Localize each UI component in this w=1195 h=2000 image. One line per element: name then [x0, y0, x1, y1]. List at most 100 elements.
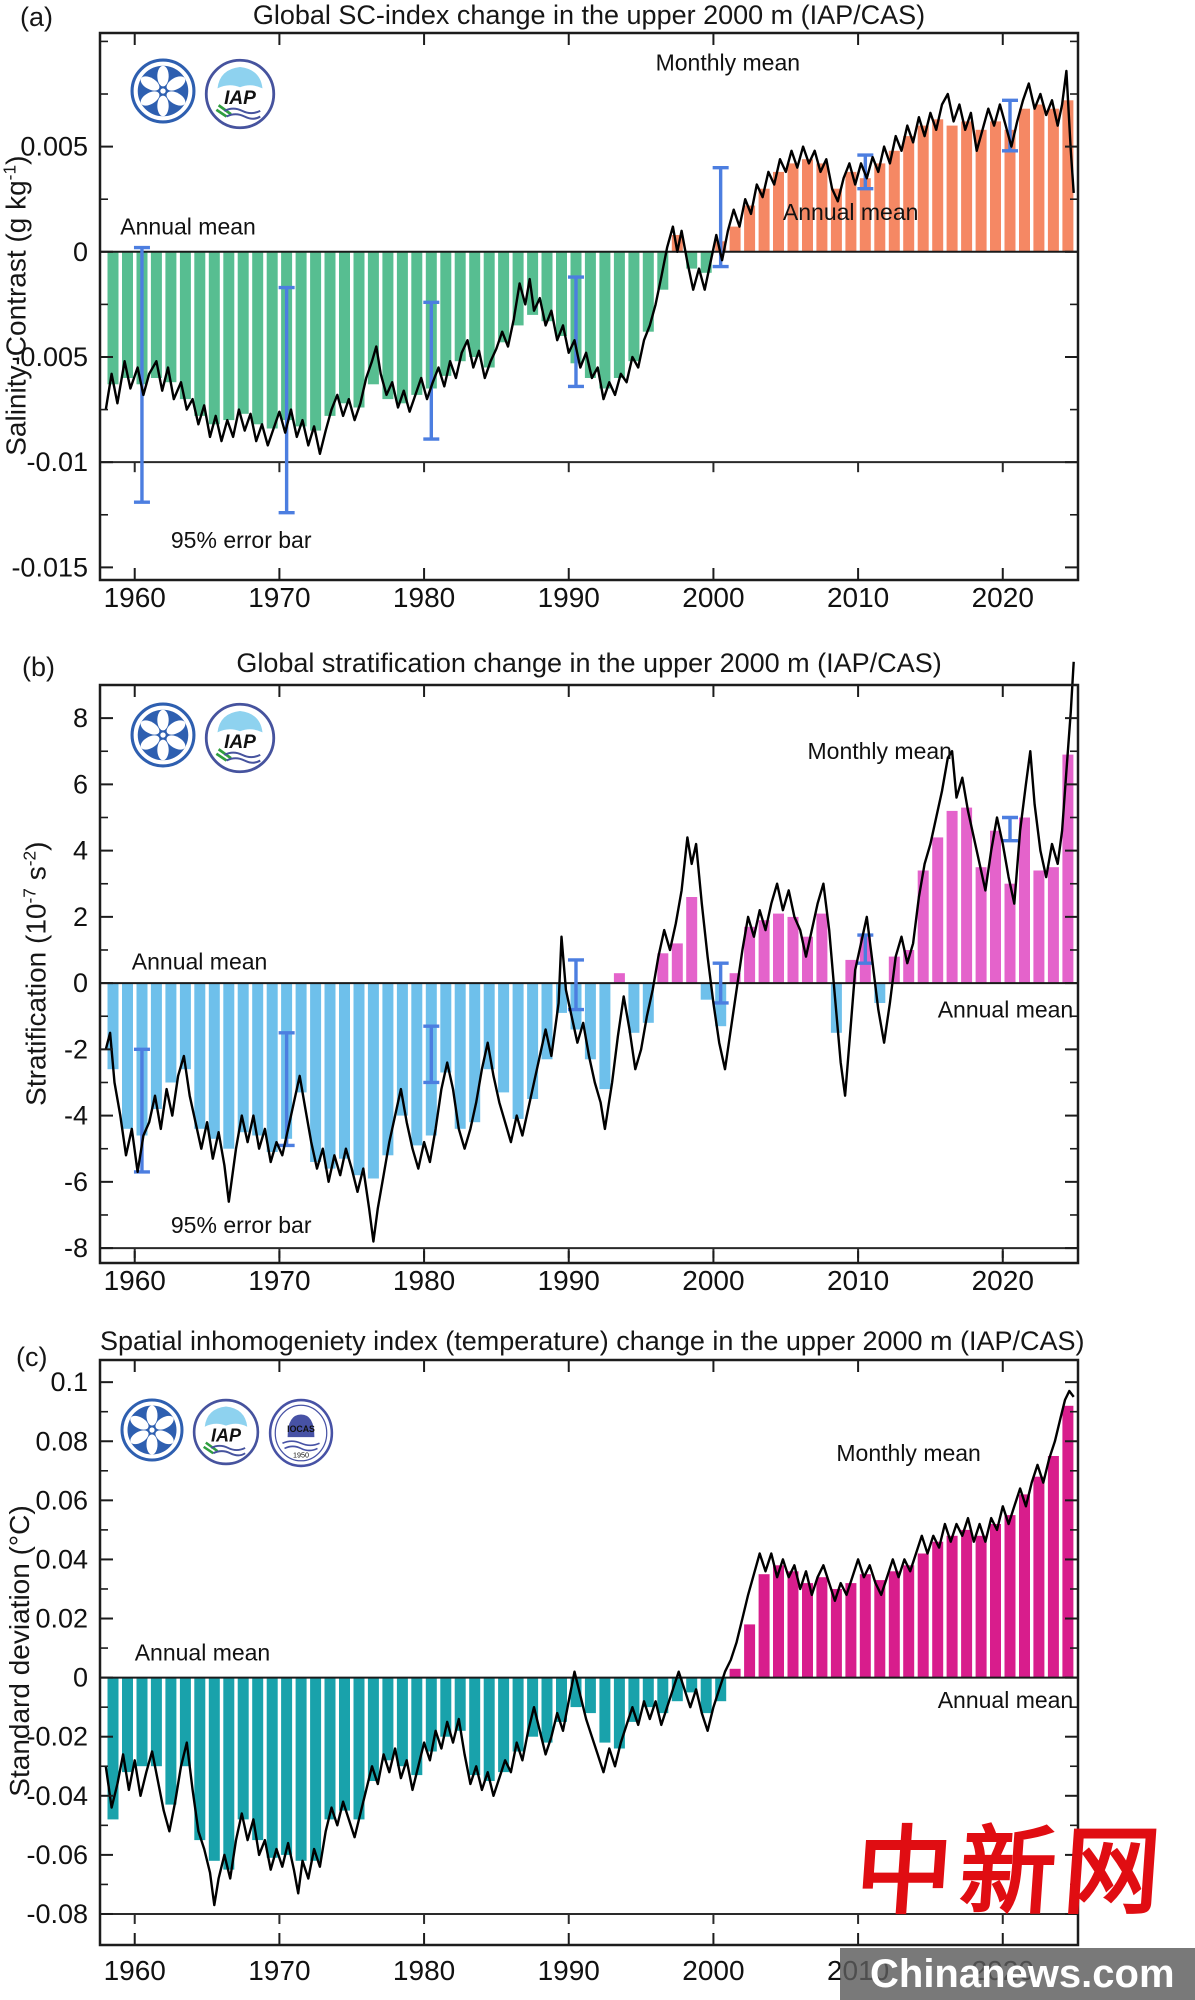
annual-bar	[874, 1580, 886, 1678]
annual-bar	[107, 1677, 119, 1820]
annual-bar	[512, 1677, 524, 1752]
annual-bar	[671, 1677, 683, 1702]
annual-bar	[888, 1571, 900, 1678]
annual-bar	[295, 1677, 307, 1861]
annual-bar	[903, 136, 915, 252]
x-tick-label: 2020	[972, 582, 1034, 613]
annual-bar	[165, 983, 177, 1083]
x-tick-label: 1970	[248, 1265, 310, 1296]
annual-bar	[541, 1677, 553, 1743]
annual-bar	[527, 251, 539, 315]
x-tick-label: 2000	[682, 1955, 744, 1986]
annual-bar	[454, 251, 466, 362]
annual-bar	[165, 251, 177, 383]
annual-bar	[237, 983, 249, 1133]
annual-bar	[1004, 1515, 1016, 1678]
annual-bar	[1047, 108, 1059, 252]
svg-text:IAP: IAP	[211, 1426, 242, 1446]
y-tick-label: 0	[73, 1663, 88, 1693]
annual-bar	[367, 251, 379, 385]
annual-bar	[802, 936, 813, 984]
annual-bar	[642, 251, 654, 332]
iap-emblem-icon: IAP	[204, 702, 276, 774]
annual-bar	[382, 1677, 394, 1761]
annual-bar	[744, 205, 756, 252]
annual-bar	[150, 1677, 162, 1767]
annual-bar	[454, 983, 466, 1129]
annual-bar	[150, 251, 162, 378]
annual-bar	[816, 163, 828, 252]
annual-bar	[802, 159, 813, 252]
y-tick-label: -0.06	[26, 1840, 88, 1870]
annual-bar	[773, 171, 784, 252]
annual-bar	[556, 251, 567, 336]
chart-a: 1960 1970 1980 1990 2000 2010 2020 0.005 0 -0.005…	[11, 31, 1080, 613]
monthly-mean-line	[104, 661, 1075, 1243]
annual-bar	[700, 983, 712, 1000]
chart-a-title: Global SC-index change in the upper 2000…	[252, 0, 926, 30]
annual-bar	[498, 1677, 510, 1773]
annual-bar	[729, 973, 741, 984]
annual-bar	[483, 983, 495, 1070]
annual-bar	[903, 1565, 915, 1678]
annual-bar	[223, 251, 235, 421]
annotation-annual-mean: Annual mean	[938, 997, 1074, 1023]
annual-bar	[599, 251, 611, 389]
y-tick-label: 0	[73, 237, 88, 267]
logo-row-c: IAP IOCAS 1950	[120, 1398, 334, 1468]
annual-bar	[556, 1677, 567, 1722]
annual-bar	[758, 188, 770, 252]
annual-bar	[845, 171, 857, 252]
annual-bar	[339, 983, 350, 1159]
annual-bar	[324, 983, 336, 1169]
annual-bar	[1004, 883, 1016, 984]
annual-bar	[353, 1677, 365, 1820]
annual-bar	[613, 1677, 625, 1749]
annual-bar	[816, 913, 828, 984]
annual-bar	[165, 1677, 177, 1805]
annual-bar	[498, 251, 510, 343]
annotation-95-error-bar: 95% error bar	[171, 527, 312, 553]
annual-bar	[266, 983, 278, 1152]
annual-bar	[541, 983, 553, 1060]
y-tick-label: -0.005	[11, 342, 88, 372]
annual-bar	[845, 1583, 857, 1678]
panel-letter-b: (b)	[22, 652, 55, 682]
annual-bar	[194, 251, 206, 416]
x-tick-label: 2000	[682, 1265, 744, 1296]
cas-emblem-icon	[130, 58, 196, 124]
annual-bar	[295, 251, 307, 427]
annual-bar	[715, 1677, 727, 1702]
x-tick-label: 1990	[538, 1955, 600, 1986]
y-tick-label: -0.015	[11, 552, 88, 582]
annual-bar	[599, 983, 611, 1090]
annual-bar	[961, 1529, 973, 1678]
error-bars	[133, 98, 1019, 515]
monthly-mean-line	[104, 69, 1075, 455]
annual-bar	[556, 983, 567, 1013]
annual-bar	[628, 983, 640, 1033]
x-tick-label: 2000	[682, 582, 744, 613]
annual-bar	[744, 1624, 756, 1678]
svg-text:IAP: IAP	[224, 88, 256, 109]
iocas-emblem-icon: IOCAS 1950	[268, 1398, 334, 1468]
annual-bar	[787, 916, 799, 984]
annual-bar	[990, 830, 1001, 984]
annual-bar	[396, 1677, 408, 1767]
annual-bar	[657, 1677, 669, 1714]
annual-bar	[932, 119, 944, 252]
annual-bar	[107, 251, 119, 385]
annual-bar	[339, 251, 350, 404]
annual-bar	[729, 226, 741, 252]
annual-bar	[411, 983, 423, 1146]
annual-bar	[1033, 870, 1045, 984]
chart-c: 19601970198019902000201020200.10.080.060…	[26, 1358, 1080, 1986]
annual-mean-bars	[107, 100, 1074, 431]
annual-bar	[1047, 1456, 1059, 1678]
annual-bar	[642, 983, 654, 1023]
annual-bar	[613, 251, 625, 378]
chinanews-banner: Chinanews.com	[840, 1948, 1195, 2000]
annual-bar	[411, 1677, 423, 1776]
annual-bar	[758, 1574, 770, 1678]
